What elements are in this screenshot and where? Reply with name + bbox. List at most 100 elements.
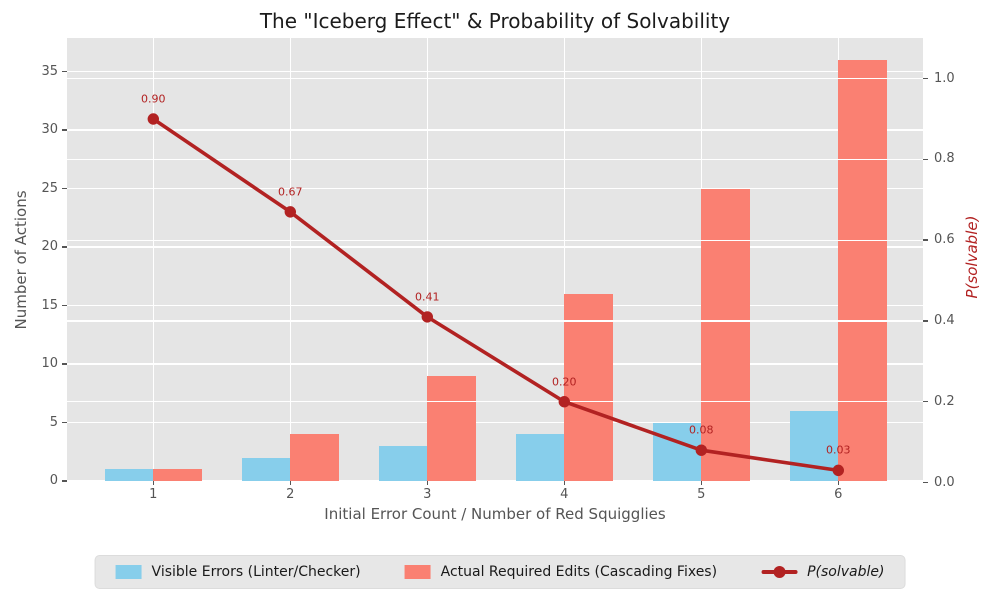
y-right-tick-mark [923, 320, 928, 322]
point-label: 0.08 [689, 423, 714, 437]
x-tick-mark [426, 481, 429, 485]
psolvable-marker [832, 464, 844, 477]
plot-area: 0.90 0.67 0.41 0.20 0.08 0.03 [67, 38, 923, 482]
legend-item-visible-errors: Visible Errors (Linter/Checker) [115, 564, 361, 580]
x-tick-mark [837, 481, 840, 485]
bar-actual-edits [838, 59, 887, 481]
y-left-tick-label: 5 [49, 414, 58, 430]
y-right-tick-mark [923, 400, 928, 403]
right-axis-gridline [67, 158, 923, 160]
y-left-tick-mark [62, 421, 67, 424]
left-axis-gridline [67, 304, 923, 307]
legend-swatch-salmon [404, 565, 431, 579]
left-axis-gridline [67, 363, 923, 365]
point-label: 0.90 [141, 92, 166, 106]
point-label: 0.20 [552, 375, 577, 389]
bar-actual-edits [427, 375, 476, 481]
left-axis-gridline [67, 129, 923, 131]
bar-visible-errors [652, 422, 702, 481]
psolvable-marker [147, 113, 159, 125]
left-axis-gridline [67, 187, 923, 190]
left-axis-gridline [67, 246, 923, 248]
vertical-gridline [700, 38, 702, 481]
psolvable-line-plot [147, 113, 844, 477]
y-axis-label-right: P(solvable) [963, 215, 981, 299]
y-left-tick-mark [62, 70, 67, 73]
y-left-tick-mark [62, 129, 67, 131]
y-right-tick-label: 0.0 [934, 474, 955, 490]
y-right-tick-mark [923, 239, 928, 241]
left-axis-gridline [67, 480, 923, 482]
chart-title: The "Iceberg Effect" & Probability of So… [259, 9, 731, 33]
y-right-tick-mark [923, 158, 928, 161]
y-right-tick-mark [923, 77, 928, 80]
bar-visible-errors [378, 445, 428, 481]
legend-item-psolvable: P(solvable) [761, 564, 884, 580]
x-tick-label: 4 [560, 487, 569, 502]
y-left-tick-label: 15 [41, 297, 58, 313]
bar-visible-errors [515, 434, 565, 481]
y-left-tick-label: 0 [49, 473, 58, 488]
y-left-tick-label: 20 [41, 239, 58, 254]
point-label: 0.41 [415, 290, 440, 304]
y-left-tick-mark [62, 187, 67, 190]
psolvable-marker [695, 444, 707, 456]
x-tick-mark [563, 481, 566, 485]
y-left-tick-label: 10 [41, 356, 58, 371]
right-axis-gridline [67, 239, 923, 241]
y-left-tick-mark [62, 480, 67, 482]
x-tick-mark [289, 481, 292, 485]
bar-visible-errors [104, 469, 154, 481]
y-right-tick-label: 0.6 [934, 232, 955, 248]
bar-actual-edits [701, 188, 750, 481]
x-tick-label: 2 [286, 487, 295, 502]
point-label: 0.03 [826, 443, 851, 457]
y-left-tick-mark [62, 246, 67, 248]
point-label: 0.67 [278, 185, 303, 199]
left-axis-gridline [67, 70, 923, 73]
x-tick-label: 1 [149, 487, 158, 502]
x-tick-label: 3 [423, 487, 432, 502]
vertical-gridline [837, 38, 839, 481]
left-axis-gridline [67, 421, 923, 424]
legend-line-marker-icon [761, 565, 798, 579]
y-left-tick-label: 25 [41, 180, 58, 196]
right-axis-gridline [67, 320, 923, 322]
bar-actual-edits [290, 434, 339, 481]
legend: Visible Errors (Linter/Checker) Actual R… [94, 555, 906, 589]
y-right-tick-mark [923, 481, 928, 484]
legend-label-visible-errors: Visible Errors (Linter/Checker) [151, 564, 361, 580]
x-axis-label: Initial Error Count / Number of Red Squi… [324, 505, 666, 523]
vertical-gridline [426, 38, 428, 481]
y-right-tick-label: 1.0 [934, 70, 955, 86]
x-tick-label: 5 [697, 487, 706, 502]
y-left-tick-mark [62, 304, 67, 307]
y-right-tick-label: 0.2 [934, 393, 955, 409]
vertical-gridline [563, 38, 565, 481]
legend-dot-icon [773, 566, 786, 578]
right-axis-gridline [67, 78, 923, 80]
x-tick-mark [152, 481, 155, 485]
y-left-tick-mark [62, 363, 67, 365]
psolvable-line [151, 117, 841, 473]
legend-label-actual-edits: Actual Required Edits (Cascading Fixes) [440, 564, 718, 580]
legend-label-psolvable: P(solvable) [807, 564, 885, 580]
y-left-tick-label: 30 [41, 122, 58, 137]
y-right-tick-label: 0.8 [934, 151, 955, 167]
legend-swatch-blue [115, 565, 142, 579]
x-tick-mark [700, 481, 703, 485]
bar-actual-edits [153, 469, 202, 481]
vertical-gridline [289, 38, 291, 481]
vertical-gridline [152, 38, 154, 481]
y-right-tick-label: 0.4 [934, 312, 955, 328]
bar-visible-errors [241, 457, 291, 481]
legend-item-actual-edits: Actual Required Edits (Cascading Fixes) [404, 564, 718, 580]
psolvable-marker [558, 396, 570, 408]
y-left-tick-label: 35 [41, 63, 58, 79]
psolvable-marker [284, 206, 296, 218]
bar-actual-edits [564, 293, 613, 481]
right-axis-gridline [67, 401, 923, 403]
x-tick-label: 6 [834, 487, 843, 502]
psolvable-marker [421, 311, 433, 323]
